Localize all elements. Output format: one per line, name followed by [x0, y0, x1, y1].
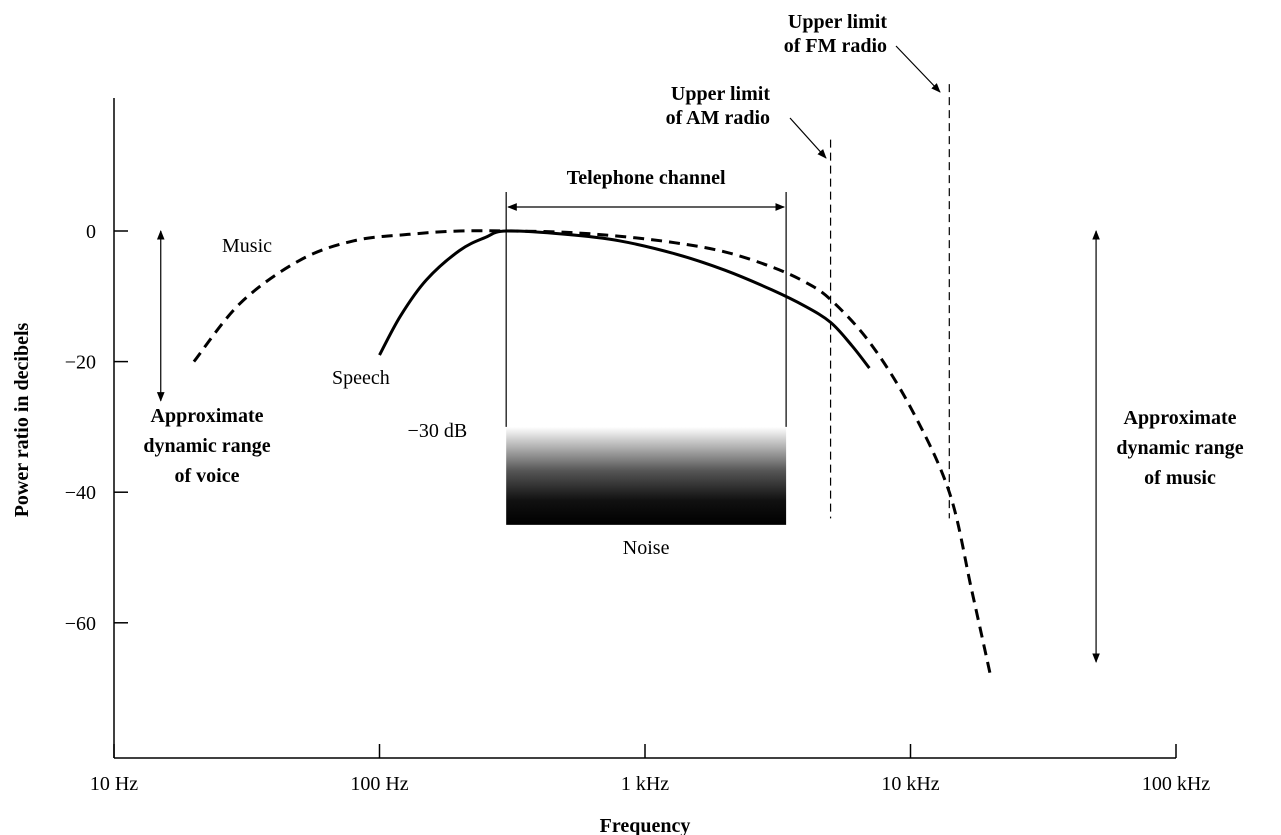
y-axis-title: Power ratio in decibels	[11, 322, 33, 517]
x-axis-ticks: 10 Hz 100 Hz 1 kHz 10 kHz 100 kHz	[90, 744, 1210, 795]
fm-radio-label-line1: Upper limit	[788, 11, 887, 33]
y-axis-ticks: 0 −20 −40 −60	[65, 221, 128, 635]
y-tick-label: −20	[65, 352, 96, 374]
music-range-label-line2: dynamic range	[1116, 437, 1243, 459]
y-tick-label: −40	[65, 482, 96, 504]
y-tick-label: 0	[86, 221, 96, 243]
x-tick-label: 1 kHz	[621, 773, 669, 795]
x-tick-label: 10 kHz	[881, 773, 939, 795]
voice-range-label-line1: Approximate	[151, 405, 264, 427]
x-tick-label: 100 Hz	[350, 773, 408, 795]
x-tick-label: 100 kHz	[1142, 773, 1210, 795]
speech-series-label: Speech	[332, 367, 390, 389]
am-radio-pointer-arrow	[789, 117, 827, 159]
fm-radio-pointer-arrow	[895, 45, 941, 93]
music-range-label-line3: of music	[1144, 467, 1216, 489]
am-radio-label-line2: of AM radio	[666, 107, 770, 129]
voice-range-label-line2: dynamic range	[143, 435, 270, 457]
x-axis-title: Frequency	[600, 815, 691, 835]
voice-range-label-line3: of voice	[175, 465, 240, 487]
y-tick-label: −60	[65, 613, 96, 635]
x-tick-label: 10 Hz	[90, 773, 138, 795]
music-series-label: Music	[222, 235, 272, 257]
noise-label: Noise	[623, 537, 670, 559]
noise-level-label: −30 dB	[408, 420, 468, 442]
fm-radio-label-line2: of FM radio	[784, 35, 887, 57]
speech-curve	[378, 229, 871, 370]
music-range-label-line1: Approximate	[1124, 407, 1237, 429]
music-curve	[192, 229, 992, 676]
am-radio-label-line1: Upper limit	[671, 83, 770, 105]
noise-block	[506, 426, 787, 525]
telephone-channel-label: Telephone channel	[567, 167, 726, 189]
